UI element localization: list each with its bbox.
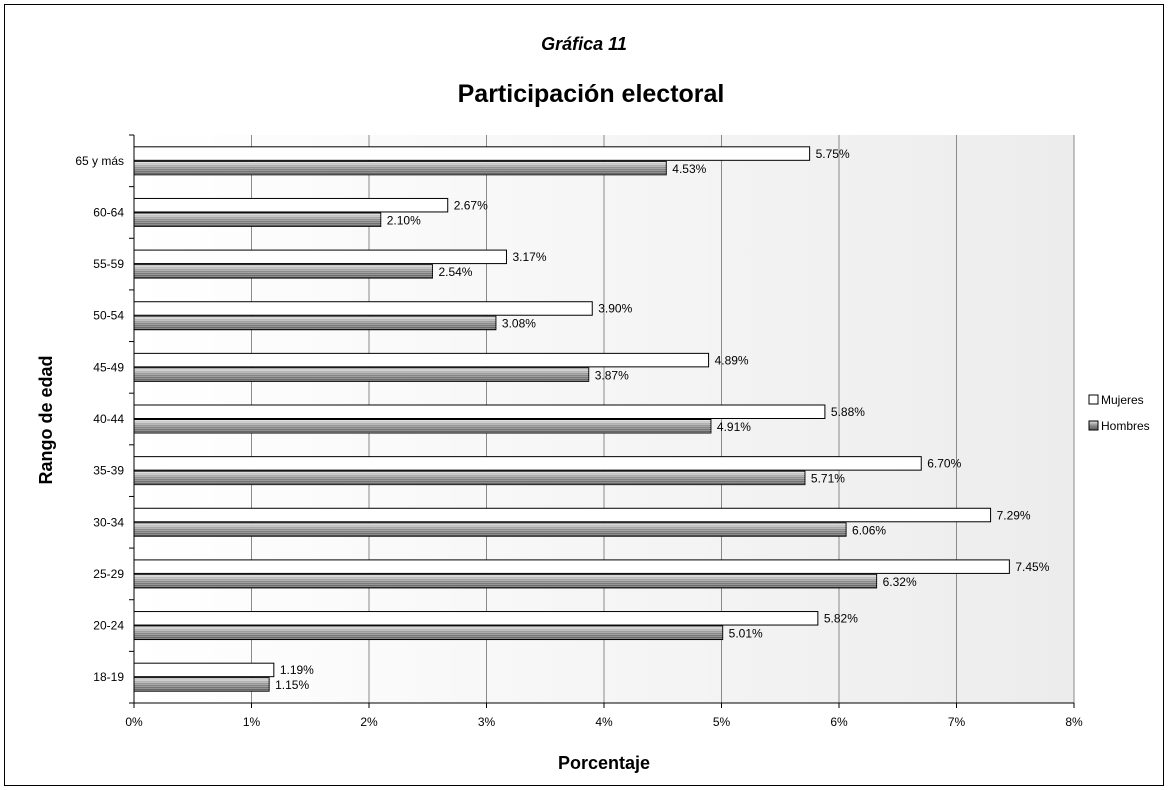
y-tick-label: 45-49 <box>93 360 124 374</box>
x-tick-label: 4% <box>595 715 613 729</box>
bar-hombres-texture <box>134 161 667 175</box>
data-label-hombres: 4.53% <box>672 162 706 176</box>
bar-hombres-texture <box>134 471 805 485</box>
bars-group <box>133 146 1010 692</box>
bar-hombres-texture <box>134 522 847 537</box>
x-tick-label: 6% <box>830 715 848 729</box>
data-label-hombres: 5.71% <box>811 472 845 486</box>
data-label-hombres: 3.87% <box>595 368 629 382</box>
bar-mujeres <box>133 611 819 626</box>
y-tick-label: 30-34 <box>93 515 124 529</box>
data-label-hombres: 6.06% <box>852 523 886 537</box>
bar-mujeres <box>133 507 992 523</box>
data-label-mujeres: 3.90% <box>598 302 632 316</box>
data-label-hombres: 4.91% <box>717 420 751 434</box>
legend-label-hombres: Hombres <box>1101 419 1150 433</box>
y-tick-label: 55-59 <box>93 257 124 271</box>
data-labels: 1.19%1.15% 5.82% 5.01% 7.45% 6.32% 7.29% 6.06%… <box>275 147 1050 692</box>
bar-hombres-texture <box>134 626 723 640</box>
bar-mujeres <box>133 197 449 213</box>
axes: 0% 1% 2% 3% 4% 5% 6% 7% 8% 18-19 20-24 25-29 30-34 35… <box>75 134 1083 729</box>
bar-hombres-texture <box>134 419 711 433</box>
data-label-mujeres: 5.88% <box>831 405 865 419</box>
x-axis-title: Porcentaje <box>558 753 650 773</box>
bar-mujeres <box>133 662 275 678</box>
bar-mujeres <box>133 456 922 471</box>
x-tick-label: 5% <box>713 715 731 729</box>
data-label-hombres: 2.10% <box>387 213 421 227</box>
x-tick-label: 2% <box>360 715 378 729</box>
data-label-mujeres: 4.89% <box>715 353 749 367</box>
bar-mujeres <box>133 559 1010 574</box>
x-tick-label: 3% <box>478 715 496 729</box>
bar-mujeres <box>133 404 826 419</box>
y-tick-label: 65 y más <box>75 154 124 168</box>
data-label-mujeres: 5.75% <box>816 147 850 161</box>
data-label-mujeres: 6.70% <box>927 457 961 471</box>
data-label-mujeres: 7.45% <box>1015 560 1049 574</box>
data-label-hombres: 5.01% <box>729 627 763 641</box>
bar-hombres-texture <box>134 574 877 588</box>
x-tick-label: 1% <box>243 715 261 729</box>
legend-label-mujeres: Mujeres <box>1101 393 1144 407</box>
x-tick-label: 0% <box>125 715 143 729</box>
data-label-hombres: 3.08% <box>502 317 536 331</box>
data-label-hombres: 6.32% <box>883 575 917 589</box>
bar-mujeres <box>133 352 710 368</box>
data-label-mujeres: 3.17% <box>512 250 546 264</box>
data-label-mujeres: 7.29% <box>997 508 1031 522</box>
y-tick-label: 50-54 <box>93 309 124 323</box>
bar-hombres-texture <box>134 316 496 330</box>
legend: Mujeres Hombres <box>1088 393 1150 433</box>
chart-title: Participación electoral <box>458 80 725 108</box>
y-tick-label: 18-19 <box>93 670 124 684</box>
bar-mujeres <box>133 301 593 316</box>
data-label-mujeres: 5.82% <box>824 612 858 626</box>
legend-swatch-hombres <box>1088 420 1099 431</box>
legend-swatch-mujeres <box>1088 394 1099 405</box>
chart-supertitle: Gráfica 11 <box>541 34 627 54</box>
bar-hombres-texture <box>134 677 270 692</box>
y-tick-label: 35-39 <box>93 464 124 478</box>
bar-mujeres <box>133 249 507 265</box>
data-label-hombres: 1.15% <box>275 678 309 692</box>
y-tick-label: 20-24 <box>93 619 124 633</box>
y-tick-label: 40-44 <box>93 412 124 426</box>
data-label-mujeres: 2.67% <box>454 198 488 212</box>
data-label-hombres: 2.54% <box>438 265 472 279</box>
bar-hombres-texture <box>134 212 381 227</box>
bar-mujeres <box>133 146 811 161</box>
data-label-mujeres: 1.19% <box>280 663 314 677</box>
y-tick-label: 60-64 <box>93 205 124 219</box>
y-axis-title: Rango de edad <box>36 355 56 484</box>
bar-hombres-texture <box>134 367 589 382</box>
y-tick-label: 25-29 <box>93 567 124 581</box>
x-tick-label: 8% <box>1065 715 1083 729</box>
x-tick-label: 7% <box>948 715 966 729</box>
bar-hombres-texture <box>134 264 433 279</box>
